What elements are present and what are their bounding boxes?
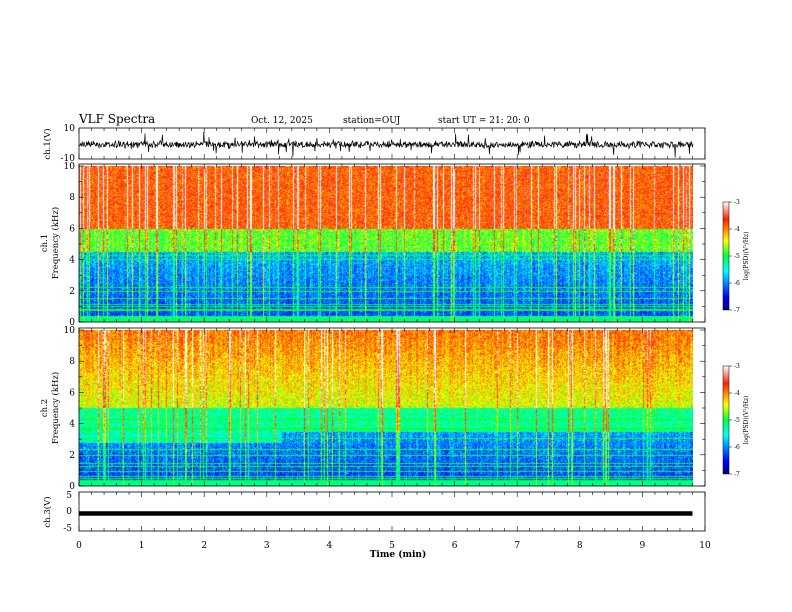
colorbar-tick-label: -6 bbox=[734, 280, 740, 287]
freq-tick-label: 0 bbox=[69, 318, 75, 328]
x-tick-label: 3 bbox=[264, 541, 270, 551]
freq-tick-label: 0 bbox=[69, 482, 75, 492]
x-tick-label: 9 bbox=[640, 541, 646, 551]
ch1-spectrogram-image bbox=[79, 166, 693, 322]
x-axis-label: Time (min) bbox=[370, 549, 427, 560]
freq-tick-label: 6 bbox=[69, 388, 75, 398]
freq-tick-label: 4 bbox=[69, 256, 75, 266]
x-tick-label: 0 bbox=[76, 541, 82, 551]
ch3-ytick-bottom: -5 bbox=[63, 524, 72, 534]
freq-tick-label: 10 bbox=[64, 162, 76, 172]
x-tick-labels: 0 1 2 3 4 5 6 7 8 9 10 bbox=[76, 541, 711, 551]
x-tick-label: 8 bbox=[577, 541, 583, 551]
ch3-waveform-panel: 5 0 -5 ch.3(V) bbox=[42, 491, 706, 534]
ch1-ylabel: ch.1(V) bbox=[42, 128, 53, 159]
freq-tick-label: 8 bbox=[69, 193, 75, 203]
date-label: Oct. 12, 2025 bbox=[251, 116, 313, 126]
colorbar-tick-label: -4 bbox=[734, 226, 740, 233]
colorbar-tick-label: -6 bbox=[734, 444, 740, 451]
colorbar-tick-label: -4 bbox=[734, 390, 740, 397]
ch2-colorbar bbox=[722, 365, 730, 475]
freq-tick-label: 2 bbox=[69, 287, 75, 297]
x-tick-label: 1 bbox=[139, 541, 145, 551]
x-tick-label: 10 bbox=[699, 541, 711, 551]
x-tick-label: 7 bbox=[514, 541, 520, 551]
freq-tick-label: 6 bbox=[69, 224, 75, 234]
colorbar-tick-label: -5 bbox=[734, 417, 740, 424]
freq-tick-label: 10 bbox=[64, 326, 76, 336]
colorbar-tick-label: -3 bbox=[734, 363, 740, 370]
freq-tick-label: 4 bbox=[69, 420, 75, 430]
colorbar-tick-label: -7 bbox=[734, 307, 740, 314]
ch2-colorbar-label: log(PSD)(V²/Hz) bbox=[743, 396, 750, 445]
start-time-label: start UT = 21: 20: 0 bbox=[438, 116, 530, 126]
ch2-spec-ylabel-line2: Frequency (kHz) bbox=[50, 372, 61, 444]
colorbar-tick-label: -7 bbox=[734, 471, 740, 478]
ch1-waveform-line bbox=[78, 131, 694, 158]
ch2-spec-ylabel-line1: ch.2 bbox=[40, 399, 50, 417]
ch2-spectrogram-image bbox=[79, 330, 693, 486]
ch1-ytick-top: 10 bbox=[64, 124, 76, 134]
ch1-waveform-panel: 10 -10 ch.1(V) bbox=[42, 124, 706, 164]
ch1-ytick-bottom: -10 bbox=[61, 154, 76, 164]
ch3-ylabel: ch.3(V) bbox=[42, 496, 53, 527]
freq-tick-label: 8 bbox=[69, 357, 75, 367]
x-tick-label: 6 bbox=[452, 541, 458, 551]
ch3-ytick-top: 5 bbox=[66, 491, 72, 501]
ch3-ytick-mid: 0 bbox=[66, 507, 72, 517]
freq-tick-label: 2 bbox=[69, 451, 75, 461]
x-tick-label: 2 bbox=[201, 541, 207, 551]
colorbar-tick-label: -5 bbox=[734, 253, 740, 260]
colorbar-tick-label: -3 bbox=[734, 199, 740, 206]
station-label: station=OUJ bbox=[343, 116, 401, 126]
x-tick-label: 5 bbox=[389, 541, 395, 551]
ch1-colorbar-label: log(PSD)(V²/Hz) bbox=[743, 232, 750, 281]
ch1-spec-ylabel-line2: Frequency (kHz) bbox=[50, 207, 61, 279]
ch1-spec-ylabel-line1: ch.1 bbox=[40, 234, 50, 252]
ch1-colorbar bbox=[722, 201, 730, 311]
x-tick-label: 4 bbox=[327, 541, 333, 551]
figure-title: VLF Spectra bbox=[78, 112, 155, 126]
